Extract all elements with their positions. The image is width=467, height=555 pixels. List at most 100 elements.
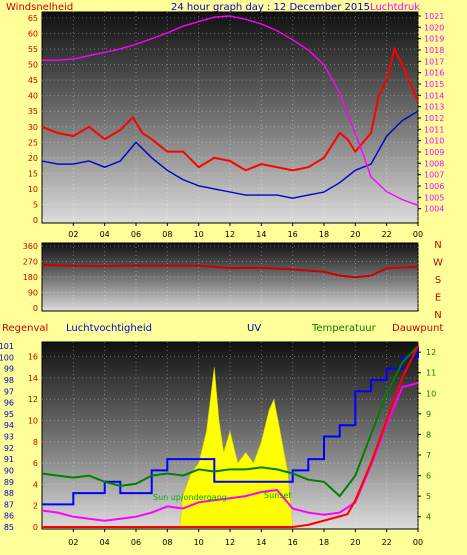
pressure-tick-label: 1007 [424,171,444,180]
wind-speed-tick-label: 60 [28,30,38,39]
pressure-tick-label: 1004 [424,205,444,214]
rain-tick-label: 16 [28,353,38,362]
pressure-axis: 1004 1005 1006 1007 1008 1009 1010 1011 1012 1013… [418,12,444,214]
wind-speed-tick-label: 15 [28,169,38,178]
humidity-tick-label: 88 [4,489,14,498]
pressure-tick-label: 1011 [424,125,444,134]
humidity-time-axis: 02 04 06 08 10 12 14 16 18 20 22 00 [68,529,423,547]
rain-tick-label: 14 [28,374,38,383]
pressure-tick-label: 1010 [424,137,444,146]
x-tick-label: 04 [100,230,110,239]
pressure-tick-label: 1019 [424,35,444,44]
wind-speed-tick-label: 20 [28,154,38,163]
wind-speed-tick-label: 55 [28,45,38,54]
temperature-tick-label: 4 [426,513,431,522]
x-tick-label: 00 [413,230,423,239]
temperature-line [41,345,419,498]
x-tick-label: 16 [288,538,298,547]
wind-direction-series [41,263,419,279]
pressure-tick-label: 1015 [424,80,444,89]
rain-tick-label: 8 [33,438,38,447]
x-tick-label: 06 [131,230,141,239]
graph-title: 24 hour graph day : 12 December 2015 [171,2,370,13]
humidity-tick-label: 89 [4,478,14,487]
wind-pressure-series [41,15,419,206]
wind-speed-tick-label: 25 [28,138,38,147]
x-tick-label: 00 [413,538,423,547]
x-tick-label: 14 [256,538,266,547]
wind-speed-tick-label: 50 [28,61,38,70]
x-tick-label: 02 [68,230,78,239]
x-tick-label: 12 [225,230,235,239]
pressure-tick-label: 1020 [424,23,444,32]
wind-direction-grid [42,243,419,311]
pressure-tick-label: 1017 [424,57,444,66]
humidity-tick-label: 94 [4,421,14,430]
temperature-tick-label: 11 [426,369,436,378]
temperature-axis: 4 5 6 7 8 9 10 11 12 [418,348,436,522]
wind-speed-tick-label: 65 [28,14,38,23]
temperature-tick-label: 10 [426,389,436,398]
x-tick-label: 16 [288,230,298,239]
x-tick-label: 04 [100,538,110,547]
x-tick-label: 20 [350,230,360,239]
x-tick-label: 08 [162,230,172,239]
x-tick-label: 18 [319,230,329,239]
humidity-tick-label: 99 [4,365,14,374]
pressure-tick-label: 1018 [424,46,444,55]
wind-direction-axis: 0 90 180 270 360 [23,242,38,313]
humidity-tick-label: 98 [4,376,14,385]
wind-speed-tick-label: 40 [28,92,38,101]
wind-direction-line [41,263,419,279]
rain-tick-label: 2 [33,502,38,511]
wind-pressure-plot-area [41,11,419,224]
humidity-tick-label: 87 [4,500,14,509]
direction-letter: N [434,310,441,321]
wind-speed-label: Windsnelheid [6,2,73,13]
uv-label: UV [247,323,261,334]
humidity-tick-label: 92 [4,444,14,453]
pressure-tick-label: 1014 [424,91,444,100]
wind-speed-tick-label: 30 [28,123,38,132]
humidity-tick-label: 95 [4,410,14,419]
pressure-tick-label: 1009 [424,148,444,157]
temperature-tick-label: 12 [426,348,436,357]
direction-letter: N [434,240,441,251]
x-tick-label: 10 [194,538,204,547]
temperature-tick-label: 7 [426,451,431,460]
humidity-tick-label: 101 [0,342,14,351]
uv-area [179,367,294,528]
direction-tick-label: 180 [23,273,38,282]
direction-tick-label: 270 [23,258,38,267]
pressure-tick-label: 1012 [424,114,444,123]
wind-speed-tick-label: 0 [33,216,38,225]
pressure-line [42,15,419,206]
pressure-tick-label: 1005 [424,193,444,202]
x-tick-label: 18 [319,538,329,547]
direction-tick-label: 90 [28,289,38,298]
temperature-tick-label: 8 [426,430,431,439]
rain-tick-label: 4 [33,480,38,489]
wind-average-line [41,110,419,199]
direction-letter: S [435,275,441,286]
wind-speed-tick-label: 10 [28,185,38,194]
wind-speed-tick-label: 45 [28,76,38,85]
wind-pressure-grid [42,12,419,223]
humidity-tick-label: 86 [4,512,14,521]
pressure-tick-label: 1016 [424,69,444,78]
x-tick-label: 20 [350,538,360,547]
rain-tick-label: 6 [33,459,38,468]
direction-tick-label: 0 [33,304,38,313]
humidity-tick-label: 85 [4,523,14,532]
x-tick-label: 10 [194,230,204,239]
humidity-tick-label: 100 [0,353,14,362]
wind-time-axis: 02 04 06 08 10 12 14 16 18 20 22 00 [68,223,423,239]
pressure-label: Luchtdruk [370,2,420,13]
direction-tick-label: 360 [23,242,38,251]
pressure-tick-label: 1021 [424,12,444,21]
rain-tick-label: 10 [28,417,38,426]
